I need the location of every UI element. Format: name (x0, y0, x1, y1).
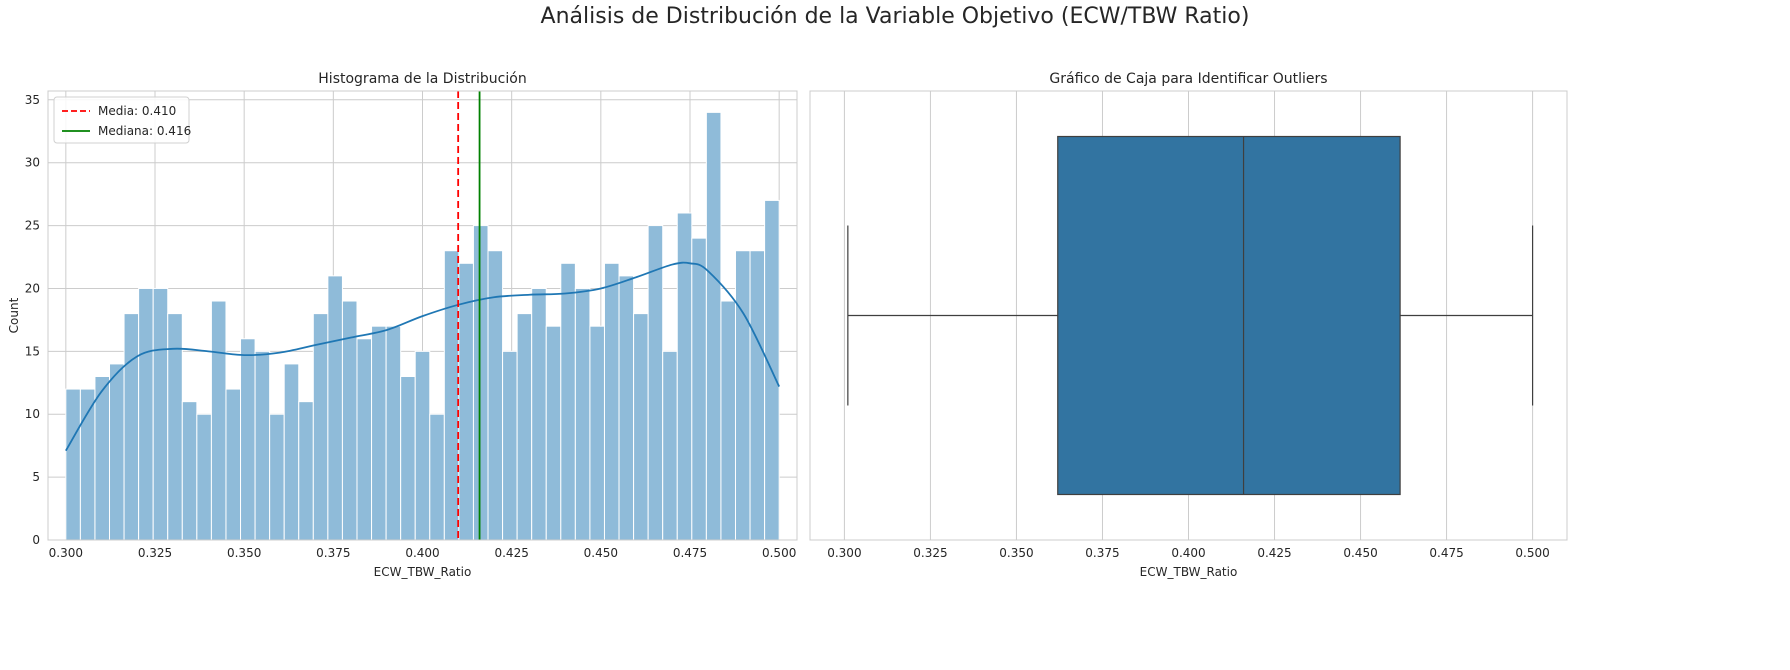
legend: Media: 0.410 Mediana: 0.416 (53, 96, 191, 144)
histogram-bar (254, 350, 271, 541)
histogram-bar (356, 338, 373, 541)
x-tick-label: 0.350 (999, 546, 1033, 560)
legend-label: Media: 0.410 (98, 104, 176, 118)
histogram-bar (109, 363, 125, 541)
histogram-bar (94, 375, 111, 541)
x-tick-label: 0.325 (913, 546, 947, 560)
x-tick-label: 0.375 (316, 546, 350, 560)
histogram-bar (65, 388, 81, 541)
histogram-bar (734, 250, 751, 541)
y-tick-label: 5 (32, 470, 40, 484)
histogram-bar (531, 287, 547, 541)
y-tick-label: 30 (25, 156, 40, 170)
histogram-bar (385, 325, 402, 541)
histogram-bar (662, 350, 678, 541)
histogram-bar (691, 237, 707, 541)
x-tick-label: 0.425 (1257, 546, 1291, 560)
histogram-bar (749, 250, 766, 541)
kde-curve (65, 261, 780, 452)
y-tick-label: 15 (25, 344, 40, 358)
box-iqr (1057, 135, 1401, 496)
figure-title: Análisis de Distribución de la Variable … (540, 4, 1250, 29)
histogram-bar (225, 388, 242, 541)
histogram-bar (123, 313, 140, 541)
histogram-bar (327, 275, 343, 541)
histogram-bar (443, 250, 460, 541)
x-tick-label: 0.425 (494, 546, 528, 560)
histogram-bar (196, 413, 212, 541)
y-tick-label: 0 (32, 533, 40, 547)
x-tick-label: 0.450 (584, 546, 618, 560)
y-tick-label: 20 (25, 281, 40, 295)
y-tick-label: 35 (25, 93, 40, 107)
histogram-bar (603, 262, 620, 541)
boxplot-title: Gráfico de Caja para Identificar Outlier… (1049, 71, 1327, 87)
histogram-bar (516, 313, 533, 541)
histogram-bar (705, 111, 722, 541)
x-tick-label: 0.500 (762, 546, 796, 560)
histogram-bar (210, 300, 227, 541)
x-tick-label: 0.400 (1171, 546, 1205, 560)
histogram-bar (574, 287, 591, 541)
plot-frame (47, 90, 798, 541)
histogram-bar (589, 325, 605, 541)
x-tick-label: 0.350 (227, 546, 261, 560)
y-tick-label: 25 (25, 219, 40, 233)
y-tick-label: 10 (25, 407, 40, 421)
y-axis-label: Count (7, 297, 21, 333)
histogram-bar (152, 287, 169, 541)
x-tick-label: 0.475 (673, 546, 707, 560)
histogram-bar (181, 401, 198, 541)
histogram-bar (429, 413, 445, 541)
x-tick-label: 0.475 (1429, 546, 1463, 560)
histogram-bar (167, 313, 183, 541)
histogram-bar (545, 325, 562, 541)
histogram-bar (371, 325, 387, 541)
x-axis-label: ECW_TBW_Ratio (374, 565, 472, 579)
x-tick-label: 0.450 (1343, 546, 1377, 560)
x-tick-label: 0.400 (405, 546, 439, 560)
histogram-bar (720, 300, 736, 541)
histogram-bar (400, 375, 416, 541)
x-tick-label: 0.375 (1085, 546, 1119, 560)
x-tick-label: 0.300 (49, 546, 83, 560)
x-tick-label: 0.325 (138, 546, 172, 560)
x-axis-label: ECW_TBW_Ratio (1140, 565, 1238, 579)
histogram-bar (414, 350, 431, 541)
histogram-bar (472, 225, 489, 541)
x-tick-label: 0.500 (1515, 546, 1549, 560)
histogram-bar (633, 313, 649, 541)
histogram-bar (283, 363, 300, 541)
x-tick-label: 0.300 (827, 546, 861, 560)
histogram-bar (560, 262, 576, 541)
histogram-panel: 0.300 0.325 0.350 0.375 0.400 0.425 0.450 0.475… (7, 71, 798, 579)
legend-label: Mediana: 0.416 (98, 124, 191, 138)
histogram-bar (298, 401, 314, 541)
plot-frame (809, 90, 1568, 541)
boxplot-panel: 0.300 0.325 0.350 0.375 0.400 0.425 0.450 0.475… (809, 71, 1568, 579)
histogram-bar (618, 275, 635, 541)
histogram-title: Histograma de la Distribución (318, 71, 526, 87)
histogram-bar (138, 287, 154, 541)
histogram-bar (240, 338, 256, 541)
histogram-bar (502, 350, 518, 541)
histogram-bar (487, 250, 504, 541)
histogram-bar (269, 413, 285, 541)
histogram-bar (312, 313, 329, 541)
